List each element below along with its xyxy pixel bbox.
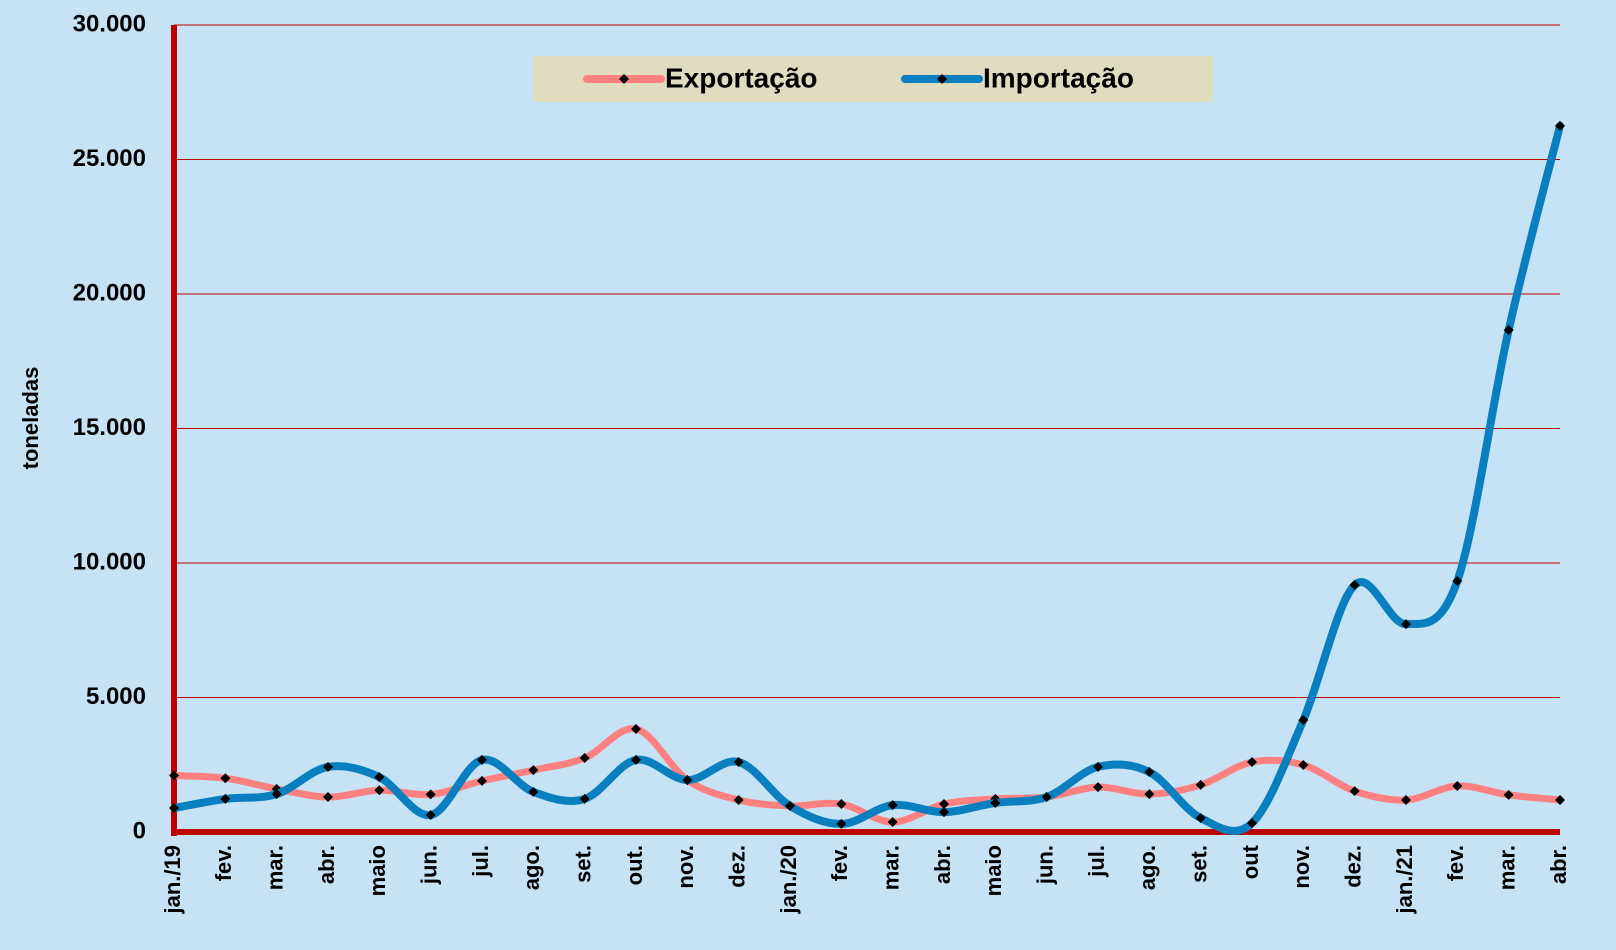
data-point [374, 785, 385, 796]
y-tick-label: 15.000 [73, 414, 146, 441]
x-tick-label: fev. [827, 845, 852, 881]
data-point [579, 753, 590, 764]
data-point [939, 807, 949, 818]
data-point [1298, 760, 1309, 771]
y-tick-label: 25.000 [73, 145, 146, 172]
data-point [1298, 715, 1309, 726]
data-point [477, 754, 487, 765]
data-point [374, 772, 385, 783]
data-point [425, 810, 436, 821]
data-point [1144, 767, 1155, 778]
data-point [1401, 794, 1411, 805]
data-point [1555, 120, 1565, 131]
x-tick-label: fev. [211, 845, 236, 881]
x-tick-label: maio [981, 845, 1006, 896]
data-point [1041, 792, 1052, 803]
x-tick-label: nov. [673, 845, 698, 889]
data-point [1195, 813, 1206, 824]
data-point [1349, 786, 1360, 797]
data-point [528, 786, 539, 797]
x-tick-label: ago. [1135, 845, 1160, 890]
legend-marker [937, 74, 947, 84]
data-point [990, 797, 1001, 808]
data-point [528, 765, 539, 776]
x-tick-label: jun. [1032, 845, 1057, 885]
x-tick-label: mar. [262, 845, 287, 890]
series-line [170, 725, 1564, 826]
data-point [1503, 789, 1514, 800]
data-point [887, 800, 898, 811]
data-point [1093, 782, 1103, 793]
x-tick-label: mar. [1494, 845, 1519, 890]
data-point [220, 793, 231, 804]
data-point [1452, 576, 1463, 587]
data-point [939, 799, 949, 810]
data-point [836, 818, 847, 829]
data-point [1452, 781, 1463, 792]
x-tick-label: jan./20 [776, 845, 801, 914]
y-tick-label: 5.000 [86, 683, 146, 710]
x-tick-label: out [1238, 844, 1263, 879]
data-point [1247, 818, 1257, 829]
data-point [631, 723, 641, 734]
y-tick-label: 10.000 [73, 548, 146, 575]
data-point [682, 775, 693, 786]
data-point [785, 800, 795, 811]
data-point [1144, 789, 1155, 800]
data-point [425, 789, 436, 800]
y-tick-label: 0 [133, 817, 146, 844]
data-point [323, 792, 333, 803]
data-point [169, 803, 179, 814]
data-point [1503, 325, 1514, 336]
x-tick-label: set. [570, 845, 595, 883]
x-tick-label: jan./19 [160, 845, 185, 914]
legend-marker [619, 74, 629, 84]
data-point [836, 799, 847, 810]
data-point [1349, 580, 1360, 591]
legend-label: Exportação [665, 62, 818, 93]
x-tick-label: fev. [1443, 845, 1468, 881]
data-point [271, 789, 282, 800]
data-point [887, 817, 898, 828]
data-point [1555, 794, 1565, 805]
x-tick-label: abr. [1546, 845, 1571, 884]
data-point [323, 761, 333, 772]
data-point [733, 757, 744, 768]
x-tick-label: jan./21 [1392, 845, 1417, 914]
x-tick-label: jul. [468, 845, 493, 878]
x-tick-label: nov. [1289, 845, 1314, 889]
x-tick-label: ago. [519, 845, 544, 890]
x-tick-label: maio [365, 845, 390, 896]
legend-label: Importação [983, 62, 1134, 93]
data-point [169, 770, 179, 781]
data-point [631, 754, 641, 765]
x-tick-label: dez. [724, 845, 749, 888]
x-tick-label: mar. [878, 845, 903, 890]
data-point [1247, 757, 1257, 768]
x-tick-label: jul. [1084, 845, 1109, 878]
data-point [1401, 619, 1411, 630]
x-tick-label: out. [622, 845, 647, 885]
y-tick-label: 30.000 [73, 10, 146, 37]
x-tick-label: abr. [930, 845, 955, 884]
y-axis-title: toneladas [18, 367, 43, 470]
data-point [1093, 761, 1103, 772]
x-tick-label: jun. [416, 845, 441, 885]
x-tick-label: abr. [314, 845, 339, 884]
x-tick-label: dez. [1340, 845, 1365, 888]
data-point [579, 793, 590, 804]
data-point [733, 794, 744, 805]
data-point [220, 773, 231, 784]
x-tick-label: set. [1186, 845, 1211, 883]
data-point [1195, 779, 1206, 790]
y-tick-label: 20.000 [73, 279, 146, 306]
data-point [477, 775, 487, 786]
